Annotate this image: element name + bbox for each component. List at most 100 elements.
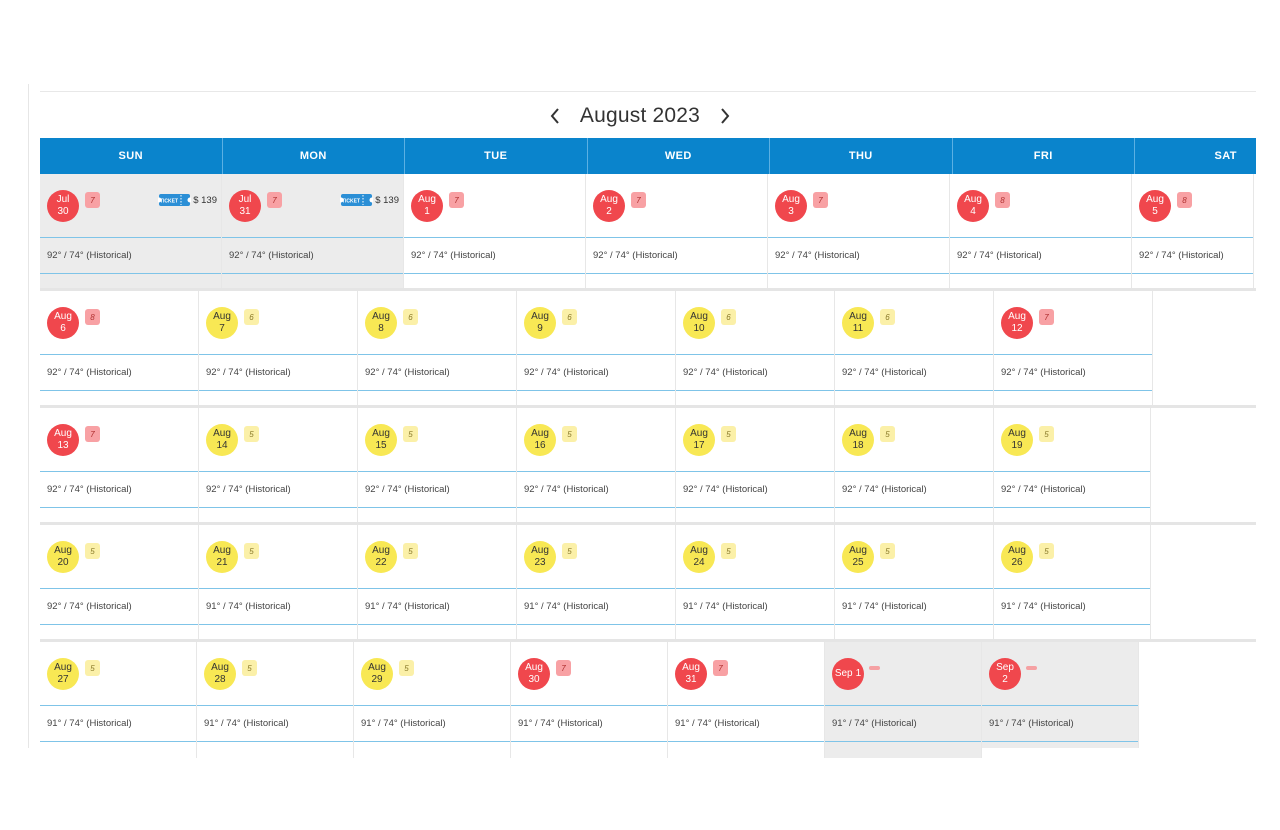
day-cell[interactable]: Aug 2 7 92° / 74° (Historical): [586, 174, 768, 290]
date-badge[interactable]: Aug 31: [675, 658, 707, 690]
day-cell[interactable]: Aug 14 5 92° / 74° (Historical): [199, 408, 358, 524]
day-cell[interactable]: Aug 21 5 91° / 74° (Historical): [199, 525, 358, 641]
ticket-price[interactable]: TICKET $ 139: [156, 192, 217, 208]
week-separator: [40, 405, 1256, 408]
date-badge[interactable]: Aug 5: [1139, 190, 1171, 222]
date-badge[interactable]: Aug 12: [1001, 307, 1033, 339]
day-cell[interactable]: Sep 2 91° / 74° (Historical): [982, 642, 1139, 748]
date-badge[interactable]: Aug 30: [518, 658, 550, 690]
date-badge[interactable]: Aug 7: [206, 307, 238, 339]
date-badge[interactable]: Aug 2: [593, 190, 625, 222]
date-badge[interactable]: Aug 24: [683, 541, 715, 573]
date-badge[interactable]: Jul 30: [47, 190, 79, 222]
date-badge[interactable]: Aug 17: [683, 424, 715, 456]
day-cell[interactable]: Aug 15 5 92° / 74° (Historical): [358, 408, 517, 524]
temperature-text: 91° / 74° (Historical): [354, 706, 510, 742]
date-badge[interactable]: Sep 2: [989, 658, 1021, 690]
week-separator: [40, 639, 1256, 642]
ticket-icon: TICKET: [156, 192, 193, 208]
date-badge[interactable]: Aug 11: [842, 307, 874, 339]
day-cell-top: Aug 17 5: [676, 408, 834, 472]
date-month: Aug: [600, 194, 618, 205]
date-badge[interactable]: Aug 16: [524, 424, 556, 456]
date-badge[interactable]: Aug 25: [842, 541, 874, 573]
day-cell[interactable]: Aug 7 6 92° / 74° (Historical): [199, 291, 358, 407]
date-number: 2: [1002, 674, 1008, 685]
day-cell[interactable]: Aug 3 7 92° / 74° (Historical): [768, 174, 950, 290]
date-badge[interactable]: Aug 15: [365, 424, 397, 456]
day-cell[interactable]: Aug 27 5 91° / 74° (Historical): [40, 642, 197, 758]
date-badge[interactable]: Sep 1: [832, 658, 864, 690]
date-badge[interactable]: Aug 21: [206, 541, 238, 573]
date-badge[interactable]: Aug 29: [361, 658, 393, 690]
day-cell[interactable]: Aug 10 6 92° / 74° (Historical): [676, 291, 835, 407]
chevron-left-icon[interactable]: [544, 102, 566, 130]
date-badge[interactable]: Aug 3: [775, 190, 807, 222]
day-cell[interactable]: Aug 26 5 91° / 74° (Historical): [994, 525, 1151, 641]
date-badge[interactable]: Aug 27: [47, 658, 79, 690]
date-number: 12: [1011, 323, 1023, 334]
day-cell[interactable]: Aug 23 5 91° / 74° (Historical): [517, 525, 676, 641]
day-cell[interactable]: Aug 8 6 92° / 74° (Historical): [358, 291, 517, 407]
day-cell[interactable]: Aug 9 6 92° / 74° (Historical): [517, 291, 676, 407]
day-cell[interactable]: Aug 12 7 92° / 74° (Historical): [994, 291, 1153, 407]
date-badge[interactable]: Aug 1: [411, 190, 443, 222]
day-cell[interactable]: Aug 16 5 92° / 74° (Historical): [517, 408, 676, 524]
date-badge[interactable]: Aug 23: [524, 541, 556, 573]
day-cell[interactable]: Sep 1 91° / 74° (Historical): [825, 642, 982, 758]
day-cell-top: Aug 5 8: [1132, 174, 1253, 238]
day-cell[interactable]: Jul 30 7 TICKET $ 139 92° / 74° (Historical): [40, 174, 222, 290]
day-cell-top: Aug 11 6: [835, 291, 993, 355]
date-badge[interactable]: Aug 28: [204, 658, 236, 690]
temperature-text: 92° / 74° (Historical): [40, 355, 198, 391]
day-cell[interactable]: Aug 22 5 91° / 74° (Historical): [358, 525, 517, 641]
day-cell[interactable]: Aug 13 7 92° / 74° (Historical): [40, 408, 199, 524]
date-badge[interactable]: Aug 10: [683, 307, 715, 339]
count-badge: 5: [721, 543, 736, 559]
date-number: 8: [378, 323, 384, 334]
week-row: Aug 27 5 91° / 74° (Historical) Aug 28 5 91° / …: [40, 642, 1139, 758]
date-badge[interactable]: Aug 6: [47, 307, 79, 339]
date-badge[interactable]: Aug 22: [365, 541, 397, 573]
temperature-text: 91° / 74° (Historical): [982, 706, 1138, 742]
day-cell[interactable]: Aug 24 5 91° / 74° (Historical): [676, 525, 835, 641]
chevron-right-icon[interactable]: [714, 102, 736, 130]
day-cell[interactable]: Aug 31 7 91° / 74° (Historical): [668, 642, 825, 758]
date-badge[interactable]: Aug 8: [365, 307, 397, 339]
day-cell[interactable]: Aug 29 5 91° / 74° (Historical): [354, 642, 511, 758]
date-badge[interactable]: Aug 19: [1001, 424, 1033, 456]
date-badge[interactable]: Aug 4: [957, 190, 989, 222]
date-badge[interactable]: Aug 20: [47, 541, 79, 573]
week-row: Aug 20 5 92° / 74° (Historical) Aug 21 5 91° / …: [40, 525, 1151, 641]
ticket-price-value: $ 139: [375, 194, 399, 206]
temperature-text: 92° / 74° (Historical): [222, 238, 403, 274]
day-cell[interactable]: Aug 19 5 92° / 74° (Historical): [994, 408, 1151, 524]
ticket-price[interactable]: TICKET $ 139: [338, 192, 399, 208]
date-month: Aug: [54, 662, 72, 673]
day-cell[interactable]: Aug 1 7 92° / 74° (Historical): [404, 174, 586, 290]
day-cell[interactable]: Aug 6 8 92° / 74° (Historical): [40, 291, 199, 407]
day-cell-top: Jul 30 7 TICKET $ 139: [40, 174, 221, 238]
weekday-mon: MON: [223, 138, 405, 174]
date-badge[interactable]: Jul 31: [229, 190, 261, 222]
day-cell[interactable]: Aug 11 6 92° / 74° (Historical): [835, 291, 994, 407]
date-badge[interactable]: Aug 14: [206, 424, 238, 456]
date-month: Aug: [525, 662, 543, 673]
day-cell[interactable]: Aug 18 5 92° / 74° (Historical): [835, 408, 994, 524]
day-cell[interactable]: Aug 4 8 92° / 74° (Historical): [950, 174, 1132, 290]
day-cell[interactable]: Aug 5 8 92° / 74° (Historical): [1132, 174, 1254, 290]
date-badge[interactable]: Aug 13: [47, 424, 79, 456]
day-cell[interactable]: Aug 25 5 91° / 74° (Historical): [835, 525, 994, 641]
day-cell[interactable]: Aug 17 5 92° / 74° (Historical): [676, 408, 835, 524]
date-badge[interactable]: Aug 26: [1001, 541, 1033, 573]
date-badge[interactable]: Aug 9: [524, 307, 556, 339]
date-number: 22: [375, 557, 387, 568]
svg-text:TICKET: TICKET: [342, 199, 360, 205]
date-badge[interactable]: Aug 18: [842, 424, 874, 456]
day-cell[interactable]: Aug 28 5 91° / 74° (Historical): [197, 642, 354, 758]
day-cell[interactable]: Aug 20 5 92° / 74° (Historical): [40, 525, 199, 641]
date-month: Aug: [690, 428, 708, 439]
day-cell[interactable]: Jul 31 7 TICKET $ 139 92° / 74° (Historical): [222, 174, 404, 290]
day-cell[interactable]: Aug 30 7 91° / 74° (Historical): [511, 642, 668, 758]
day-cell-top: Jul 31 7 TICKET $ 139: [222, 174, 403, 238]
